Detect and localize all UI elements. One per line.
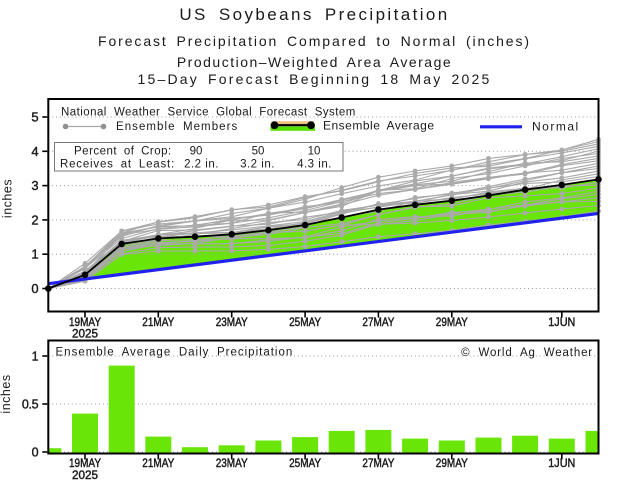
svg-text:21MAY: 21MAY <box>142 456 174 470</box>
svg-text:27MAY: 27MAY <box>362 315 394 329</box>
svg-text:2025: 2025 <box>72 468 98 482</box>
svg-text:4: 4 <box>31 144 38 159</box>
svg-text:Normal: Normal <box>532 119 580 133</box>
svg-text:27MAY: 27MAY <box>362 456 394 470</box>
svg-text:2025: 2025 <box>72 327 98 341</box>
svg-text:21MAY: 21MAY <box>142 315 174 329</box>
svg-text:Ensemble Average Daily Precipi: Ensemble Average Daily Precipitation <box>56 347 294 359</box>
svg-text:© World Ag Weather: © World Ag Weather <box>461 347 593 359</box>
svg-text:1: 1 <box>31 247 38 262</box>
svg-text:Percent of Crop:: Percent of Crop: <box>74 146 172 158</box>
svg-text:10: 10 <box>308 146 321 158</box>
svg-text:0: 0 <box>32 446 39 460</box>
svg-text:90: 90 <box>190 146 203 158</box>
svg-text:25MAY: 25MAY <box>289 456 321 470</box>
svg-text:23MAY: 23MAY <box>216 315 248 329</box>
svg-text:1JUN: 1JUN <box>548 315 575 329</box>
svg-text:29MAY: 29MAY <box>436 456 468 470</box>
svg-text:1: 1 <box>32 350 39 364</box>
svg-text:5: 5 <box>31 110 38 125</box>
svg-text:Ensemble Members: Ensemble Members <box>116 121 238 133</box>
svg-text:inches: inches <box>0 374 13 413</box>
svg-text:0.5: 0.5 <box>22 398 39 412</box>
svg-text:25MAY: 25MAY <box>289 315 321 329</box>
svg-text:3.2 in.: 3.2 in. <box>240 159 275 171</box>
svg-text:2: 2 <box>31 212 38 227</box>
svg-text:4.3 in.: 4.3 in. <box>297 159 332 171</box>
svg-text:2.2 in.: 2.2 in. <box>184 159 219 171</box>
svg-text:19MAY: 19MAY <box>69 315 101 329</box>
svg-text:1JUN: 1JUN <box>548 456 575 470</box>
svg-text:0: 0 <box>31 281 38 296</box>
svg-text:19MAY: 19MAY <box>69 456 101 470</box>
svg-text:23MAY: 23MAY <box>216 456 248 470</box>
svg-text:3: 3 <box>31 178 38 193</box>
svg-text:Receives at Least:: Receives at Least: <box>60 159 175 171</box>
svg-text:50: 50 <box>252 146 265 158</box>
svg-text:29MAY: 29MAY <box>436 315 468 329</box>
svg-text:inches: inches <box>1 179 15 218</box>
svg-text:National Weather Service Globa: National Weather Service Global Forecast… <box>61 107 356 119</box>
svg-text:Ensemble Average: Ensemble Average <box>323 119 435 133</box>
